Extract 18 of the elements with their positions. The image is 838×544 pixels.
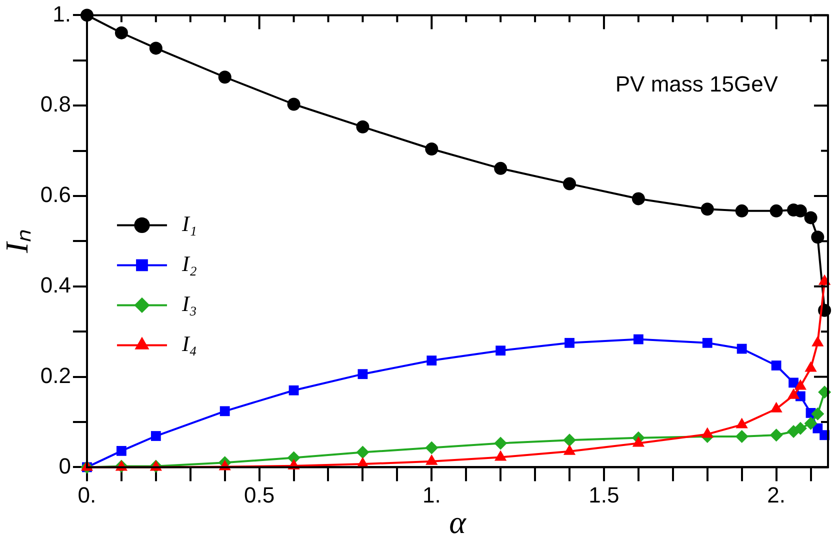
legend-label: I₃ xyxy=(180,290,197,316)
y-axis-title: Iₙ xyxy=(0,229,35,254)
legend-label: I₁ xyxy=(180,210,197,236)
x-tick-label: 2. xyxy=(767,482,786,508)
y-tick-label: 0.6 xyxy=(40,182,71,208)
x-tick-label: 1.5 xyxy=(588,482,620,508)
y-tick-label: 0 xyxy=(58,453,71,478)
annotation: PV mass 15GeV xyxy=(615,71,778,96)
x-tick-label: 0.5 xyxy=(244,482,275,508)
legend-label: I₄ xyxy=(180,330,197,356)
legend-label: I₂ xyxy=(180,250,198,276)
y-tick-label: 0.8 xyxy=(40,92,71,117)
y-tick-label: 1. xyxy=(52,1,71,26)
y-tick-label: 0.2 xyxy=(40,362,71,388)
y-tick-label: 0.4 xyxy=(40,272,71,298)
x-tick-label: 0. xyxy=(78,482,96,508)
x-axis-title: α xyxy=(449,504,468,540)
x-tick-label: 1. xyxy=(422,482,441,508)
